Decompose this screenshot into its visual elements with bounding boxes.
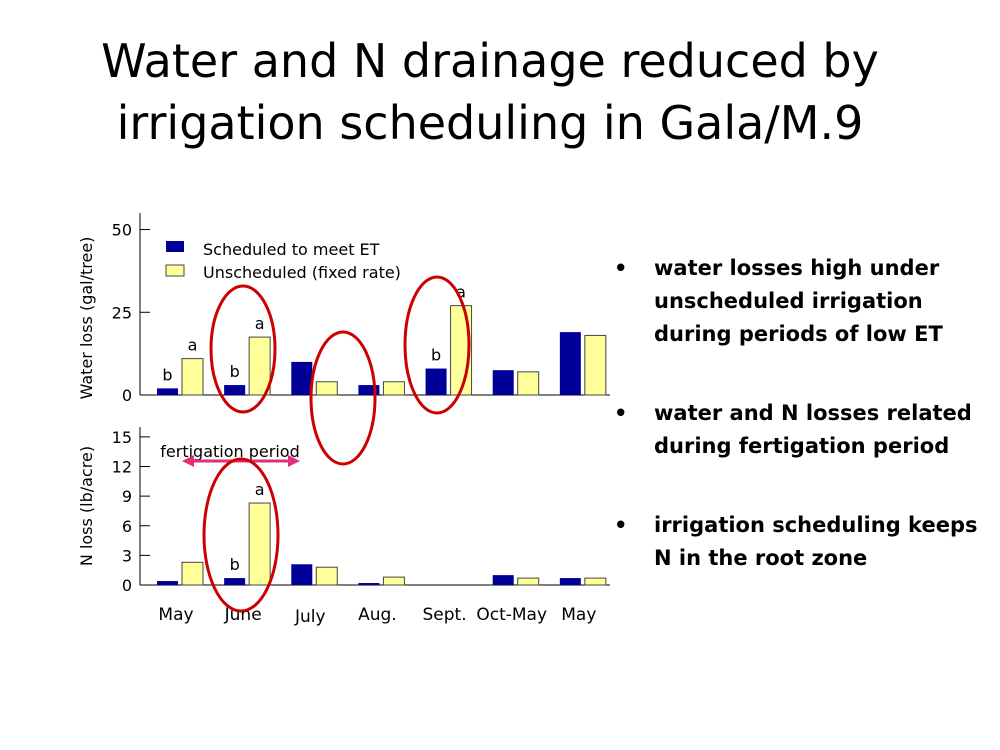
bullet-text: irrigation scheduling keeps N in the roo… [654,513,978,570]
bar-scheduled [224,578,246,585]
fertigation-period-label: fertigation period [160,442,299,461]
fertigation-arrow-left-head [182,455,194,467]
highlight-circle [209,284,277,414]
bar-scheduled [224,385,246,395]
y-tick-label: 12 [112,458,132,477]
bar-unscheduled [517,371,540,396]
y-tick-label: 6 [122,517,132,536]
bar-scheduled [559,578,581,585]
bar-scheduled [291,361,313,395]
significance-letter: a [255,314,265,333]
bar-unscheduled [181,358,204,396]
x-tick-label: Aug. [358,605,397,625]
y-tick-label: 25 [112,303,132,322]
y-tick-label: 15 [112,428,132,447]
y-tick-label: 0 [122,386,132,405]
bar-scheduled [492,575,514,585]
x-tick-label: May [561,605,596,625]
significance-letter: b [431,346,441,365]
significance-letter: a [188,336,198,355]
highlight-circle [403,275,471,415]
y-axis-label: N loss (lb/acre) [77,446,96,566]
bar-scheduled [358,583,380,585]
y-tick-label: 3 [122,546,132,565]
bar-unscheduled [315,381,338,396]
legend-label-unscheduled: Unscheduled (fixed rate) [203,263,401,282]
x-tick-label: July [294,607,326,627]
bullet-item: • water and N losses related during fert… [610,397,990,463]
bullet-text: water and N losses related during fertig… [654,401,972,458]
bullet-item: • water losses high under unscheduled ir… [610,252,990,351]
x-tick-label: May [158,605,193,625]
slide-title: Water and N drainage reduced by irrigati… [40,30,940,154]
bar-unscheduled [382,576,405,586]
title-line-1: Water and N drainage reduced by [101,34,879,88]
significance-letter: a [456,283,466,302]
bar-scheduled [559,332,581,395]
bar-unscheduled [181,561,204,586]
bullet-item: • irrigation scheduling keeps N in the r… [610,509,990,575]
bar-scheduled [425,368,447,395]
bar-scheduled [492,370,514,395]
bar-unscheduled [517,577,540,586]
bar-scheduled [358,385,380,395]
y-tick-label: 9 [122,487,132,506]
significance-letter: a [255,480,265,499]
significance-letter: b [162,365,172,384]
legend-swatch-unscheduled [165,264,185,277]
bar-unscheduled [248,336,271,396]
y-axis-label: Water loss (gal/tree) [77,237,96,400]
x-tick-label: Oct-May [476,605,547,625]
bullet-list: • water losses high under unscheduled ir… [610,252,990,621]
bar-scheduled [291,564,313,585]
y-tick-label: 0 [122,576,132,595]
fertigation-arrow-right-head [288,455,300,467]
legend-swatch-scheduled [166,241,184,252]
legend-label-scheduled: Scheduled to meet ET [203,240,380,259]
bullet-icon: • [614,401,628,425]
y-tick-label: 50 [112,221,132,240]
bar-unscheduled [584,577,607,586]
significance-letter: b [230,362,240,381]
bar-scheduled [157,581,178,585]
significance-letter: b [230,555,240,574]
x-tick-label: Sept. [423,605,467,625]
bar-scheduled [157,388,178,395]
bar-unscheduled [315,566,338,586]
title-line-2: irrigation scheduling in Gala/M.9 [116,96,864,150]
bar-unscheduled [248,502,271,586]
highlight-circle [309,330,377,466]
highlight-circle [202,457,280,613]
bar-unscheduled [584,334,607,396]
bullet-icon: • [614,513,628,537]
bullet-icon: • [614,256,628,280]
bar-unscheduled [382,381,405,396]
bullet-text: water losses high under unscheduled irri… [654,256,943,346]
